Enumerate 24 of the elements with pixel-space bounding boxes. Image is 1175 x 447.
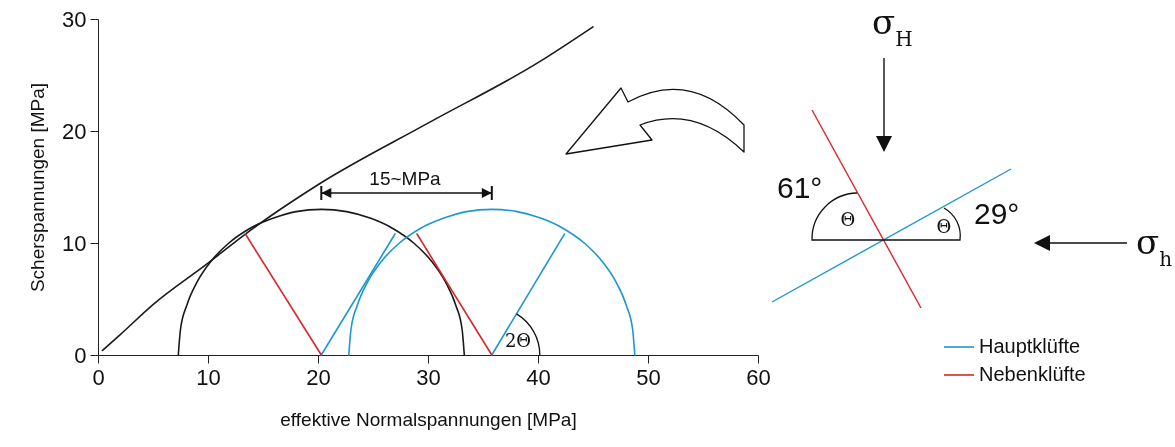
y-tick-label: 30 <box>62 6 87 32</box>
y-axis-title: Scherspannungen [MPa] <box>27 82 49 293</box>
line-series <box>101 26 594 352</box>
y-tick-label: 10 <box>62 230 87 256</box>
legend-label: Nebenklüfte <box>979 363 1086 385</box>
annotation: 15~MPa <box>369 168 442 189</box>
y-tick-label: 0 <box>74 342 87 368</box>
x-axis-title: effektive Normalspannungen [MPa] <box>280 408 577 430</box>
x-tick-label: 0 <box>92 364 105 390</box>
text: 61° <box>777 171 823 204</box>
x-tick-label: 50 <box>636 364 661 390</box>
y-tick-label: 20 <box>62 118 87 144</box>
x-tick-label: 20 <box>306 364 331 390</box>
x-tick-label: 60 <box>746 364 771 390</box>
x-tick-label: 30 <box>416 364 441 390</box>
annotation: 2Θ <box>504 330 532 351</box>
text: 29° <box>974 197 1020 230</box>
text: σ$_{H}$ <box>872 2 913 51</box>
text: Θ <box>936 216 952 237</box>
text: Θ <box>840 209 856 230</box>
legend-label: Hauptklüfte <box>979 335 1081 357</box>
x-tick-label: 10 <box>196 364 221 390</box>
text: σ$_{h}$ <box>1136 222 1173 271</box>
x-tick-label: 40 <box>526 364 551 390</box>
